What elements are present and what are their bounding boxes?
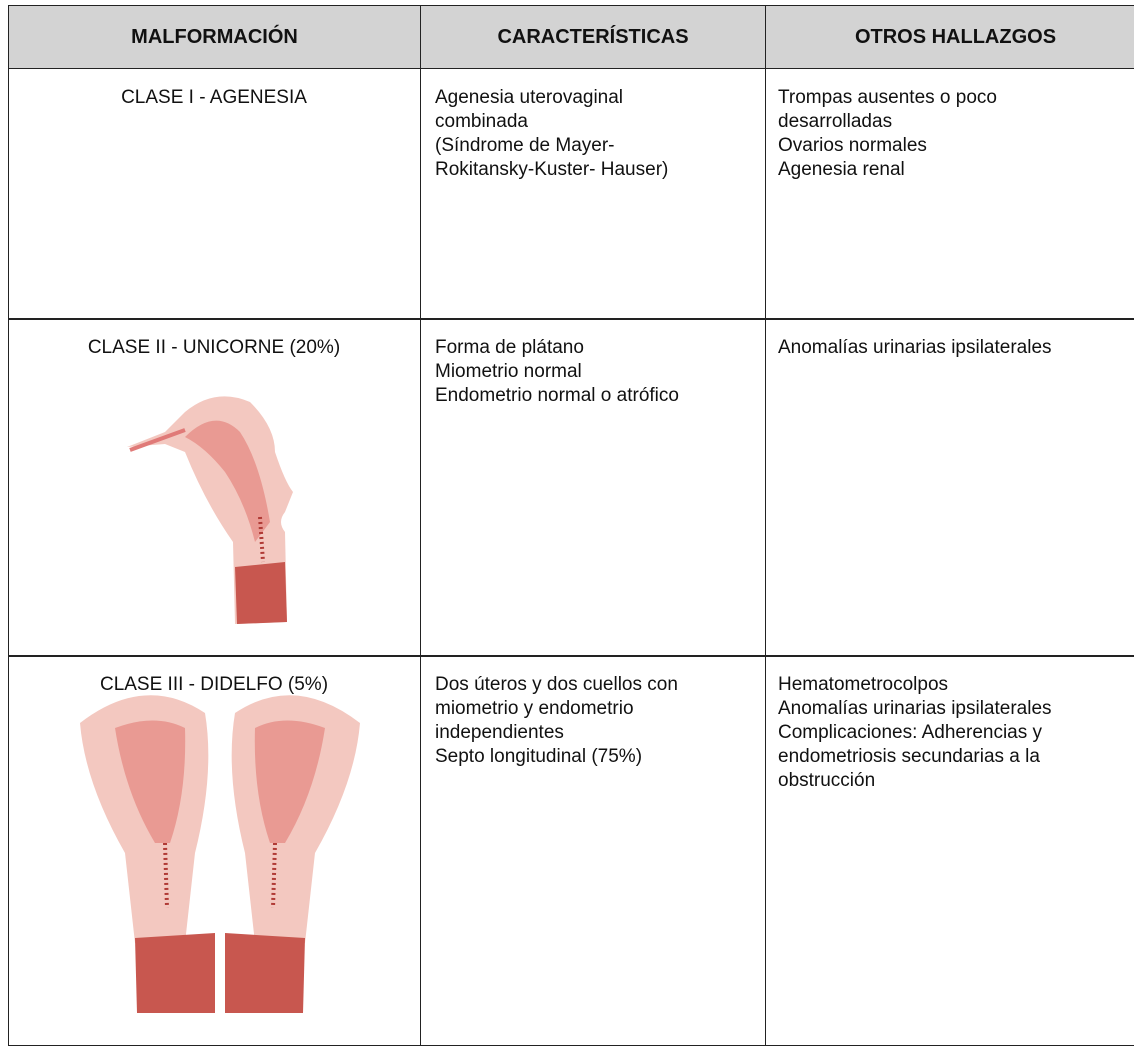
- text-line: combinada: [435, 111, 528, 132]
- text-line: Septo longitudinal (75%): [435, 746, 643, 767]
- text-line: miometrio y endometrio: [435, 698, 634, 719]
- text-line: Rokitansky-Kuster- Hauser): [435, 159, 669, 180]
- text-line: Endometrio normal o atrófico: [435, 385, 679, 406]
- header-text: CARACTERÍSTICAS: [497, 25, 689, 48]
- other-findings: Trompas ausentes o poco desarrolladas Ovar…: [778, 86, 997, 182]
- table-cell: [765, 68, 1134, 320]
- text-line: Miometrio normal: [435, 361, 582, 382]
- text-line: Trompas ausentes o poco: [778, 87, 997, 108]
- header-cell: OTROS HALLAZGOS: [765, 5, 1134, 69]
- text-line: desarrolladas: [778, 111, 893, 132]
- text-line: Dos úteros y dos cuellos con: [435, 674, 678, 695]
- text-line: (Síndrome de Mayer-: [435, 135, 615, 156]
- text-line: Hematometrocolpos: [778, 674, 949, 695]
- characteristics: Dos úteros y dos cuellos con miometrio y …: [435, 673, 678, 769]
- didelphys-uterus-illustration: [80, 695, 360, 1013]
- malformation-label: CLASE I - AGENESIA: [121, 87, 307, 108]
- text-line: Anomalías urinarias ipsilaterales: [778, 698, 1052, 719]
- header-text: OTROS HALLAZGOS: [854, 25, 1057, 48]
- table-cell: [765, 318, 1134, 657]
- text-line: independientes: [435, 722, 564, 743]
- other-findings: Hematometrocolpos Anomalías urinarias ips…: [778, 673, 1052, 793]
- text-line: obstrucción: [778, 770, 876, 791]
- other-findings: Anomalías urinarias ipsilaterales: [778, 336, 1052, 360]
- unicorn-uterus-illustration: [127, 396, 293, 624]
- text-line: endometriosis secundarias a la: [778, 746, 1040, 767]
- malformation-label: CLASE III - DIDELFO (5%): [99, 674, 329, 695]
- malformation-label: CLASE II - UNICORNE (20%): [87, 337, 341, 358]
- characteristics: Forma de plátano Miometrio normal Endometr…: [435, 336, 679, 408]
- characteristics: Agenesia uterovaginal combinada (Síndrome …: [435, 86, 668, 182]
- text-line: Agenesia uterovaginal: [435, 87, 624, 108]
- header-cell: CARACTERÍSTICAS: [420, 5, 766, 69]
- text-line: Anomalías urinarias ipsilaterales: [778, 337, 1052, 358]
- text-line: Agenesia renal: [778, 159, 905, 180]
- text-line: Complicaciones: Adherencias y: [778, 722, 1043, 743]
- text-line: Ovarios normales: [778, 135, 927, 156]
- header-cell: MALFORMACIÓN: [8, 5, 421, 69]
- header-text: MALFORMACIÓN: [131, 25, 298, 48]
- text-line: Forma de plátano: [435, 337, 584, 358]
